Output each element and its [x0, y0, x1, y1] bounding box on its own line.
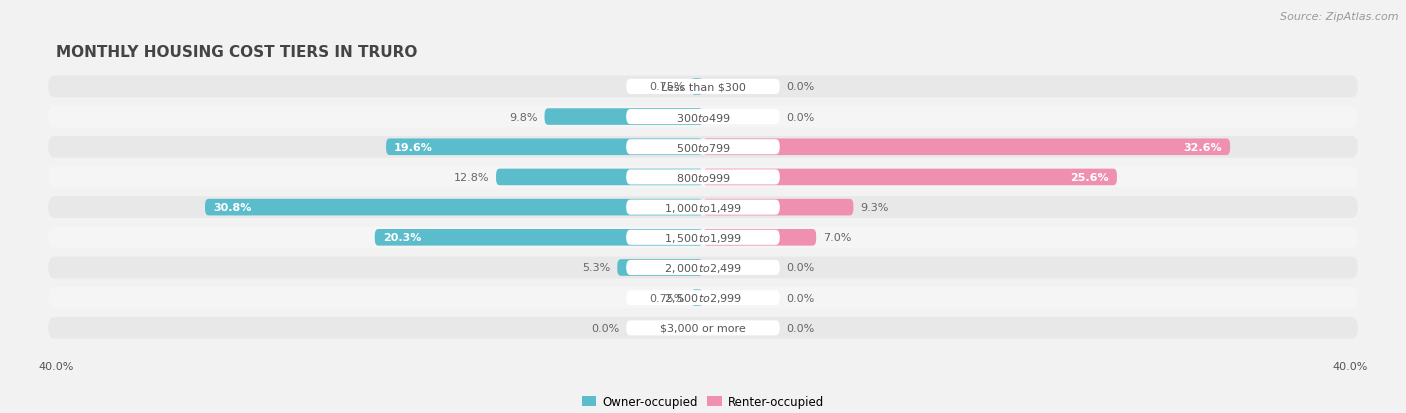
FancyBboxPatch shape	[48, 317, 1358, 339]
Text: 25.6%: 25.6%	[1070, 173, 1109, 183]
Text: MONTHLY HOUSING COST TIERS IN TRURO: MONTHLY HOUSING COST TIERS IN TRURO	[56, 45, 418, 60]
Text: 0.0%: 0.0%	[786, 263, 814, 273]
Text: $800 to $999: $800 to $999	[675, 171, 731, 183]
Text: 20.3%: 20.3%	[382, 233, 422, 243]
FancyBboxPatch shape	[703, 199, 853, 216]
FancyBboxPatch shape	[48, 167, 1358, 188]
FancyBboxPatch shape	[48, 227, 1358, 249]
FancyBboxPatch shape	[626, 260, 780, 275]
Text: $1,500 to $1,999: $1,500 to $1,999	[664, 231, 742, 244]
FancyBboxPatch shape	[205, 199, 703, 216]
FancyBboxPatch shape	[703, 139, 1230, 156]
FancyBboxPatch shape	[626, 290, 780, 306]
Text: $2,000 to $2,499: $2,000 to $2,499	[664, 261, 742, 274]
Text: 19.6%: 19.6%	[394, 142, 433, 152]
FancyBboxPatch shape	[48, 76, 1358, 98]
FancyBboxPatch shape	[626, 80, 780, 95]
FancyBboxPatch shape	[544, 109, 703, 126]
Text: 12.8%: 12.8%	[454, 173, 489, 183]
FancyBboxPatch shape	[690, 79, 703, 95]
Text: 32.6%: 32.6%	[1184, 142, 1222, 152]
FancyBboxPatch shape	[48, 257, 1358, 279]
Text: 7.0%: 7.0%	[823, 233, 851, 243]
FancyBboxPatch shape	[626, 200, 780, 215]
FancyBboxPatch shape	[375, 230, 703, 246]
FancyBboxPatch shape	[626, 140, 780, 155]
Text: 0.0%: 0.0%	[786, 293, 814, 303]
Text: Source: ZipAtlas.com: Source: ZipAtlas.com	[1281, 12, 1399, 22]
FancyBboxPatch shape	[387, 139, 703, 156]
Text: $3,000 or more: $3,000 or more	[661, 323, 745, 333]
Text: 5.3%: 5.3%	[582, 263, 610, 273]
Legend: Owner-occupied, Renter-occupied: Owner-occupied, Renter-occupied	[578, 391, 828, 413]
Text: 0.0%: 0.0%	[786, 112, 814, 122]
Text: $500 to $799: $500 to $799	[675, 141, 731, 153]
Text: 0.75%: 0.75%	[650, 82, 685, 92]
FancyBboxPatch shape	[626, 230, 780, 245]
FancyBboxPatch shape	[626, 320, 780, 336]
Text: $2,500 to $2,999: $2,500 to $2,999	[664, 292, 742, 304]
FancyBboxPatch shape	[48, 287, 1358, 309]
FancyBboxPatch shape	[48, 137, 1358, 158]
FancyBboxPatch shape	[690, 290, 703, 306]
Text: 9.3%: 9.3%	[860, 203, 889, 213]
Text: Less than $300: Less than $300	[661, 82, 745, 92]
FancyBboxPatch shape	[703, 169, 1116, 186]
FancyBboxPatch shape	[48, 197, 1358, 218]
Text: 0.75%: 0.75%	[650, 293, 685, 303]
Text: 30.8%: 30.8%	[214, 203, 252, 213]
Text: 0.0%: 0.0%	[786, 82, 814, 92]
FancyBboxPatch shape	[617, 259, 703, 276]
FancyBboxPatch shape	[48, 107, 1358, 128]
FancyBboxPatch shape	[626, 110, 780, 125]
FancyBboxPatch shape	[703, 230, 815, 246]
Text: $300 to $499: $300 to $499	[675, 111, 731, 123]
Text: $1,000 to $1,499: $1,000 to $1,499	[664, 201, 742, 214]
Text: 0.0%: 0.0%	[592, 323, 620, 333]
FancyBboxPatch shape	[626, 170, 780, 185]
FancyBboxPatch shape	[496, 169, 703, 186]
Text: 0.0%: 0.0%	[786, 323, 814, 333]
Text: 9.8%: 9.8%	[509, 112, 538, 122]
